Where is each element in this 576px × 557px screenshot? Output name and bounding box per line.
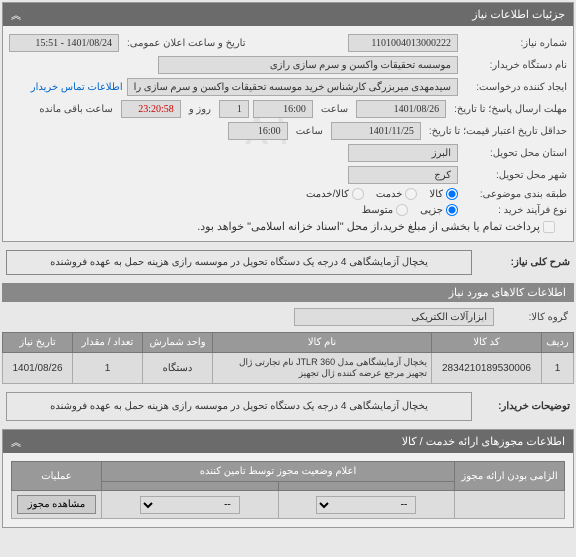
countdown: 23:20:58 [121,100,181,118]
time-label-1: ساعت [317,104,352,115]
announce-label: تاریخ و ساعت اعلان عمومی: [123,38,250,49]
province-value: البرز [348,144,458,162]
city-value: کرج [348,166,458,184]
chevron-up-icon[interactable]: ︽ [11,7,21,22]
license-status-select-2[interactable]: -- [140,496,240,514]
license-status-select-1[interactable]: -- [316,496,416,514]
need-summary-text: یخچال آزمایشگاهی 4 درجه یک دستگاه تحویل … [6,250,472,275]
proc-note-label: پرداخت تمام یا بخشی از مبلغ خرید،از محل … [197,220,540,233]
cell-need-date: 1401/08/26 [3,353,73,384]
province-label: استان محل تحویل: [462,148,567,159]
license-header-row-1: الزامی بودن ارائه مجوز اعلام وضعیت مجوز … [12,462,565,482]
process-radio-group: جزیی متوسط [362,204,458,216]
cat-gs-input[interactable] [352,188,364,200]
deadline-label: مهلت ارسال پاسخ؛ تا تاریخ: [450,104,567,115]
buyer-notes-text: یخچال آزمایشگاهی 4 درجه یک دستگاه تحویل … [6,392,472,421]
proc-medium-input[interactable] [396,204,408,216]
table-row[interactable]: 1 2834210189530006 یخچال آزمایشگاهی مدل … [3,353,574,384]
cell-code: 2834210189530006 [432,353,542,384]
col-code: کد کالا [432,333,542,353]
proc-partial-label: جزیی [420,205,443,216]
need-summary-label: شرح کلی نیاز: [480,257,570,268]
goods-group-value: ابزارآلات الکتریکی [294,308,494,326]
cat-service-input[interactable] [405,188,417,200]
need-summary-row: شرح کلی نیاز: یخچال آزمایشگاهی 4 درجه یک… [0,244,576,281]
col-ops: عملیات [12,462,102,491]
col-need-date: تاریخ نیاز [3,333,73,353]
col-row: ردیف [542,333,574,353]
proc-partial-radio[interactable]: جزیی [420,204,458,216]
items-table: ردیف کد کالا نام کالا واحد شمارش تعداد /… [2,332,574,384]
process-label: نوع فرآیند خرید : [462,205,567,216]
chevron-up-icon-2[interactable]: ︽ [11,434,21,449]
license-mandatory-cell [455,491,565,519]
col-qty: تعداد / مقدار [73,333,143,353]
buyer-org-value: موسسه تحقیقات واکسن و سرم سازی رازی [158,56,458,74]
cat-service-radio[interactable]: خدمت [376,188,418,200]
proc-medium-radio[interactable]: متوسط [362,204,408,216]
category-radio-group: کالا خدمت کالا/خدمت [306,188,458,200]
col-status-2 [102,482,279,491]
col-name: نام کالا [213,333,432,353]
day-and-label: روز و [185,104,215,115]
license-select-cell-2: -- [102,491,279,519]
announce-value: 1401/08/24 - 15:51 [9,34,119,52]
requester-value: سیدمهدی میربزرگی کارشناس خرید موسسه تحقی… [127,78,458,96]
min-valid-label: حداقل تاریخ اعتبار قیمت؛ تا تاریخ: [425,126,567,137]
remain-label: ساعت باقی مانده [35,104,116,115]
proc-note-checkbox[interactable] [543,221,555,233]
col-unit: واحد شمارش [143,333,213,353]
day-count: 1 [219,100,249,118]
cat-goods-radio[interactable]: کالا [429,188,458,200]
items-panel-header: اطلاعات کالاهای مورد نیاز [2,283,574,302]
license-table: الزامی بودن ارائه مجوز اعلام وضعیت مجوز … [11,461,565,519]
buyer-notes-row: توضیحات خریدار: یخچال آزمایشگاهی 4 درجه … [0,386,576,427]
col-status-1 [278,482,455,491]
license-panel-body: الزامی بودن ارائه مجوز اعلام وضعیت مجوز … [3,453,573,527]
time-label-2: ساعت [292,126,327,137]
license-panel-header[interactable]: اطلاعات مجوزهای ارائه خدمت / کالا ︽ [3,430,573,453]
need-details-panel: جزئیات اطلاعات نیاز ︽ شماره نیاز: 110100… [2,2,574,242]
city-label: شهر محل تحویل: [462,170,567,181]
proc-partial-input[interactable] [446,204,458,216]
cat-gs-radio[interactable]: کالا/خدمت [306,188,364,200]
license-panel: اطلاعات مجوزهای ارائه خدمت / کالا ︽ الزا… [2,429,574,528]
deadline-date: 1401/08/26 [356,100,446,118]
cat-goods-label: کالا [429,189,443,200]
requester-label: ایجاد کننده درخواست: [462,82,567,93]
buyer-contact-link[interactable]: اطلاعات تماس خریدار [31,82,123,93]
need-details-header[interactable]: جزئیات اطلاعات نیاز ︽ [3,3,573,26]
col-mandatory: الزامی بودن ارائه مجوز [455,462,565,491]
category-label: طبقه بندی موضوعی: [462,189,567,200]
license-row: -- -- مشاهده مجوز [12,491,565,519]
proc-note-check[interactable]: پرداخت تمام یا بخشی از مبلغ خرید،از محل … [197,220,555,233]
col-status-group: اعلام وضعیت مجوز توسط تامین کننده [102,462,455,482]
license-select-cell-1: -- [278,491,455,519]
cat-gs-label: کالا/خدمت [306,189,349,200]
goods-group-label: گروه کالا: [498,312,568,323]
cell-row: 1 [542,353,574,384]
license-panel-title: اطلاعات مجوزهای ارائه خدمت / کالا [402,435,565,448]
cell-unit: دستگاه [143,353,213,384]
items-panel-title: اطلاعات کالاهای مورد نیاز [449,287,566,299]
deadline-time: 16:00 [253,100,313,118]
need-no-value: 1101004013000222 [348,34,458,52]
buyer-org-label: نام دستگاه خریدار: [462,60,567,71]
panel-title: جزئیات اطلاعات نیاز [472,8,565,21]
items-table-body: 1 2834210189530006 یخچال آزمایشگاهی مدل … [3,353,574,384]
items-table-header-row: ردیف کد کالا نام کالا واحد شمارش تعداد /… [3,333,574,353]
cell-name: یخچال آزمایشگاهی مدل JTLR 360 نام تجارتی… [213,353,432,384]
proc-medium-label: متوسط [362,205,393,216]
need-details-body: شماره نیاز: 1101004013000222 تاریخ و ساع… [3,26,573,241]
min-valid-time: 16:00 [228,122,288,140]
license-ops-cell: مشاهده مجوز [12,491,102,519]
cat-service-label: خدمت [376,189,403,200]
buyer-notes-label: توضیحات خریدار: [480,401,570,412]
cat-goods-input[interactable] [446,188,458,200]
cell-qty: 1 [73,353,143,384]
view-license-button[interactable]: مشاهده مجوز [17,495,96,514]
min-valid-date: 1401/11/25 [331,122,421,140]
need-no-label: شماره نیاز: [462,38,567,49]
